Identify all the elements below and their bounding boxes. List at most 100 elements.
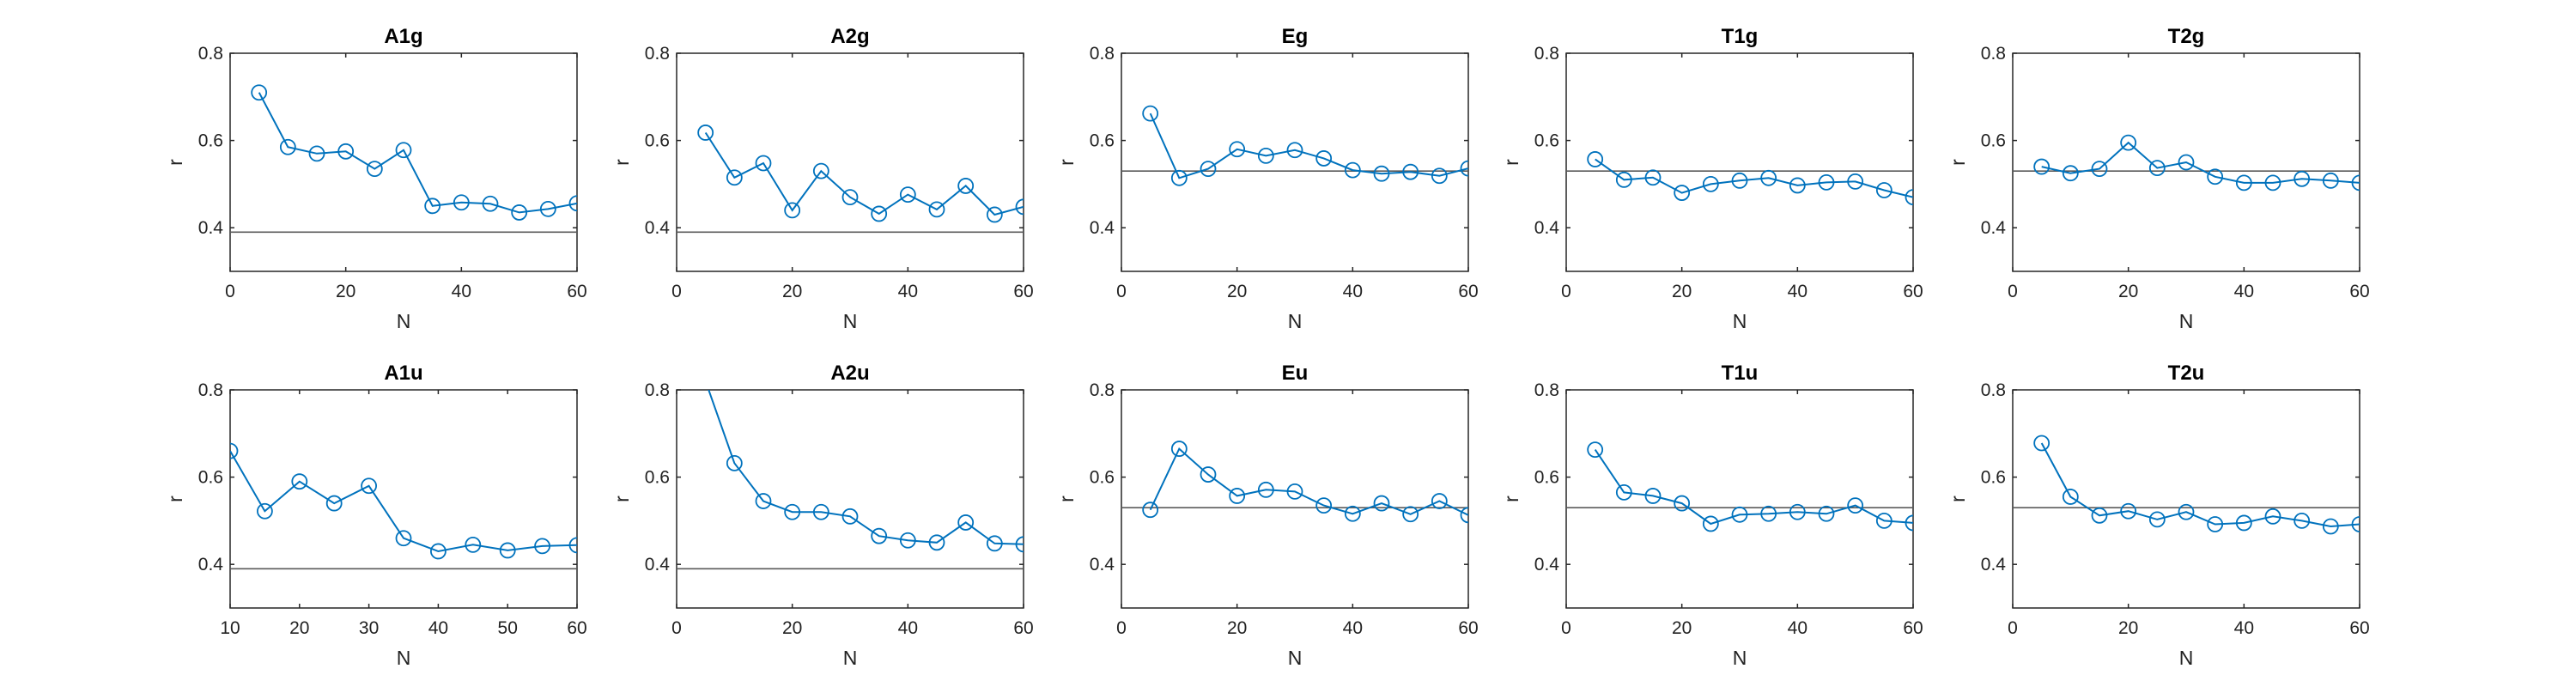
data-point: [755, 155, 772, 172]
y-tick-label: 0.8: [645, 380, 670, 400]
series-line: [2040, 442, 2360, 528]
y-tick-label: 0.8: [1090, 44, 1115, 64]
x-tick-label: 20: [782, 618, 802, 638]
data-point: [957, 514, 975, 531]
data-point: [1731, 506, 1748, 523]
x-tick-label: 10: [220, 618, 240, 638]
x-tick-label: 40: [428, 618, 448, 638]
data-point: [251, 84, 268, 101]
y-tick-label: 0.6: [1981, 131, 2006, 151]
axes-box: [2012, 389, 2360, 609]
subplot-title: A1u: [384, 362, 422, 385]
data-point: [2120, 502, 2137, 520]
series-group: [2033, 435, 2360, 535]
x-tick-label: 0: [1561, 282, 1571, 301]
data-point: [2322, 518, 2339, 535]
y-tick-label: 0.8: [1981, 44, 2006, 64]
y-axis-label: r: [1055, 159, 1078, 166]
axes-box: [676, 389, 1024, 609]
x-tick-label: 40: [1788, 618, 1807, 638]
y-tick-label: 0.4: [1981, 218, 2007, 238]
series-line: [704, 131, 1024, 216]
x-tick-label: 0: [2008, 618, 2018, 638]
series-line: [230, 450, 577, 553]
data-point: [2322, 172, 2339, 189]
x-tick-label: 60: [1903, 618, 1923, 638]
y-axis-label: r: [611, 159, 633, 166]
data-point: [279, 138, 296, 155]
data-point: [1615, 171, 1632, 188]
subplot-t1u: T1u 0 20 40 60 0.4 0.6 0.8 Nr: [1500, 362, 1923, 669]
y-axis-label: r: [1947, 495, 1969, 502]
series-group: [1587, 151, 1913, 206]
x-tick-label: 60: [567, 618, 586, 638]
x-axis-label: N: [2179, 310, 2194, 332]
x-tick-label: 20: [1227, 618, 1247, 638]
data-point: [1644, 488, 1662, 504]
axes-box: [1565, 389, 1914, 609]
x-tick-label: 40: [452, 282, 471, 301]
series-line: [1149, 112, 1468, 179]
series-line: [2041, 141, 2360, 184]
y-axis-label: r: [611, 495, 633, 502]
data-point: [1905, 514, 1913, 532]
series-line: [1595, 158, 1913, 198]
y-tick-label: 0.6: [1090, 468, 1115, 488]
data-point: [568, 537, 577, 554]
data-point: [1731, 172, 1748, 189]
data-point: [1315, 497, 1333, 514]
subplot-title: T1u: [1722, 362, 1759, 385]
x-tick-label: 0: [1116, 618, 1127, 638]
data-point: [568, 195, 577, 212]
data-point: [1142, 105, 1159, 122]
y-tick-label: 0.6: [198, 468, 223, 488]
x-axis-label: N: [397, 647, 411, 669]
series-line: [1149, 447, 1468, 516]
x-tick-label: 0: [671, 282, 682, 301]
y-tick-label: 0.6: [198, 131, 223, 151]
data-point: [1818, 505, 1835, 522]
subplot-t1g: T1g 0 20 40 60 0.4 0.6 0.8 Nr: [1500, 25, 1923, 332]
data-point: [1015, 536, 1024, 553]
data-point: [1431, 493, 1448, 509]
x-tick-label: 40: [1343, 282, 1363, 301]
data-point: [1257, 481, 1274, 498]
data-point: [2120, 134, 2137, 151]
x-tick-label: 40: [898, 618, 918, 638]
data-point: [1760, 505, 1777, 522]
data-point: [2207, 168, 2224, 185]
data-point: [1286, 483, 1303, 500]
y-axis-label: r: [1947, 159, 1969, 166]
axes-box: [1121, 52, 1469, 272]
data-point: [499, 542, 516, 559]
data-point: [1587, 441, 1604, 458]
subplot-title: A2g: [830, 25, 869, 48]
x-axis-label: N: [2179, 647, 2194, 669]
y-tick-label: 0.4: [198, 218, 224, 238]
y-tick-label: 0.6: [1534, 468, 1559, 488]
x-tick-label: 20: [336, 282, 355, 301]
y-axis-label: r: [1055, 495, 1078, 502]
series-group: [2033, 134, 2360, 192]
x-tick-label: 40: [2234, 618, 2254, 638]
data-point: [928, 201, 945, 218]
y-axis-label: r: [1500, 495, 1522, 502]
x-axis-label: N: [1288, 647, 1303, 669]
data-point: [1170, 441, 1188, 457]
data-point: [230, 442, 239, 459]
data-point: [308, 145, 325, 162]
y-tick-label: 0.6: [1090, 131, 1115, 151]
y-tick-label: 0.8: [1981, 380, 2006, 400]
data-point: [1373, 165, 1390, 182]
data-point: [2264, 174, 2281, 192]
x-tick-label: 60: [1013, 618, 1033, 638]
data-point: [1257, 147, 1274, 164]
y-tick-label: 0.6: [1981, 468, 2006, 488]
x-tick-label: 0: [1561, 618, 1571, 638]
data-point: [812, 503, 829, 520]
x-tick-label: 0: [225, 282, 235, 301]
data-point: [957, 178, 975, 194]
subplot-t2u: T2u 0 20 40 60 0.4 0.6 0.8 Nr: [1947, 362, 2370, 669]
series-group: [708, 390, 1024, 553]
series-line: [1594, 449, 1913, 526]
